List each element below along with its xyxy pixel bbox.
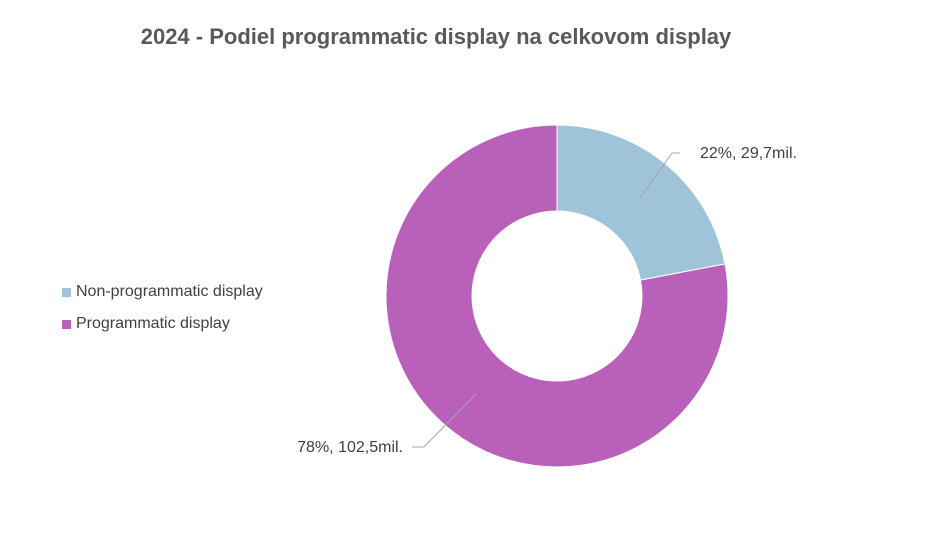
legend-item-programmatic: Programmatic display — [62, 308, 263, 340]
data-label-programmatic: 78%, 102,5mil. — [297, 439, 403, 456]
legend: Non-programmatic display Programmatic di… — [62, 276, 263, 340]
legend-swatch-programmatic — [62, 319, 71, 329]
leader-line-non-programmatic — [639, 152, 680, 199]
legend-item-non-programmatic: Non-programmatic display — [62, 276, 263, 308]
donut-slice-non-programmatic — [556, 124, 726, 281]
legend-swatch-non-programmatic — [62, 287, 71, 297]
donut-slice-programmatic — [385, 124, 729, 468]
legend-label-non-programmatic: Non-programmatic display — [76, 283, 263, 300]
leader-line-programmatic — [412, 393, 477, 448]
data-label-non-programmatic: 22%, 29,7mil. — [700, 145, 797, 162]
legend-label-programmatic: Programmatic display — [76, 315, 230, 332]
chart-title: 2024 - Podiel programmatic display na ce… — [140, 24, 732, 49]
